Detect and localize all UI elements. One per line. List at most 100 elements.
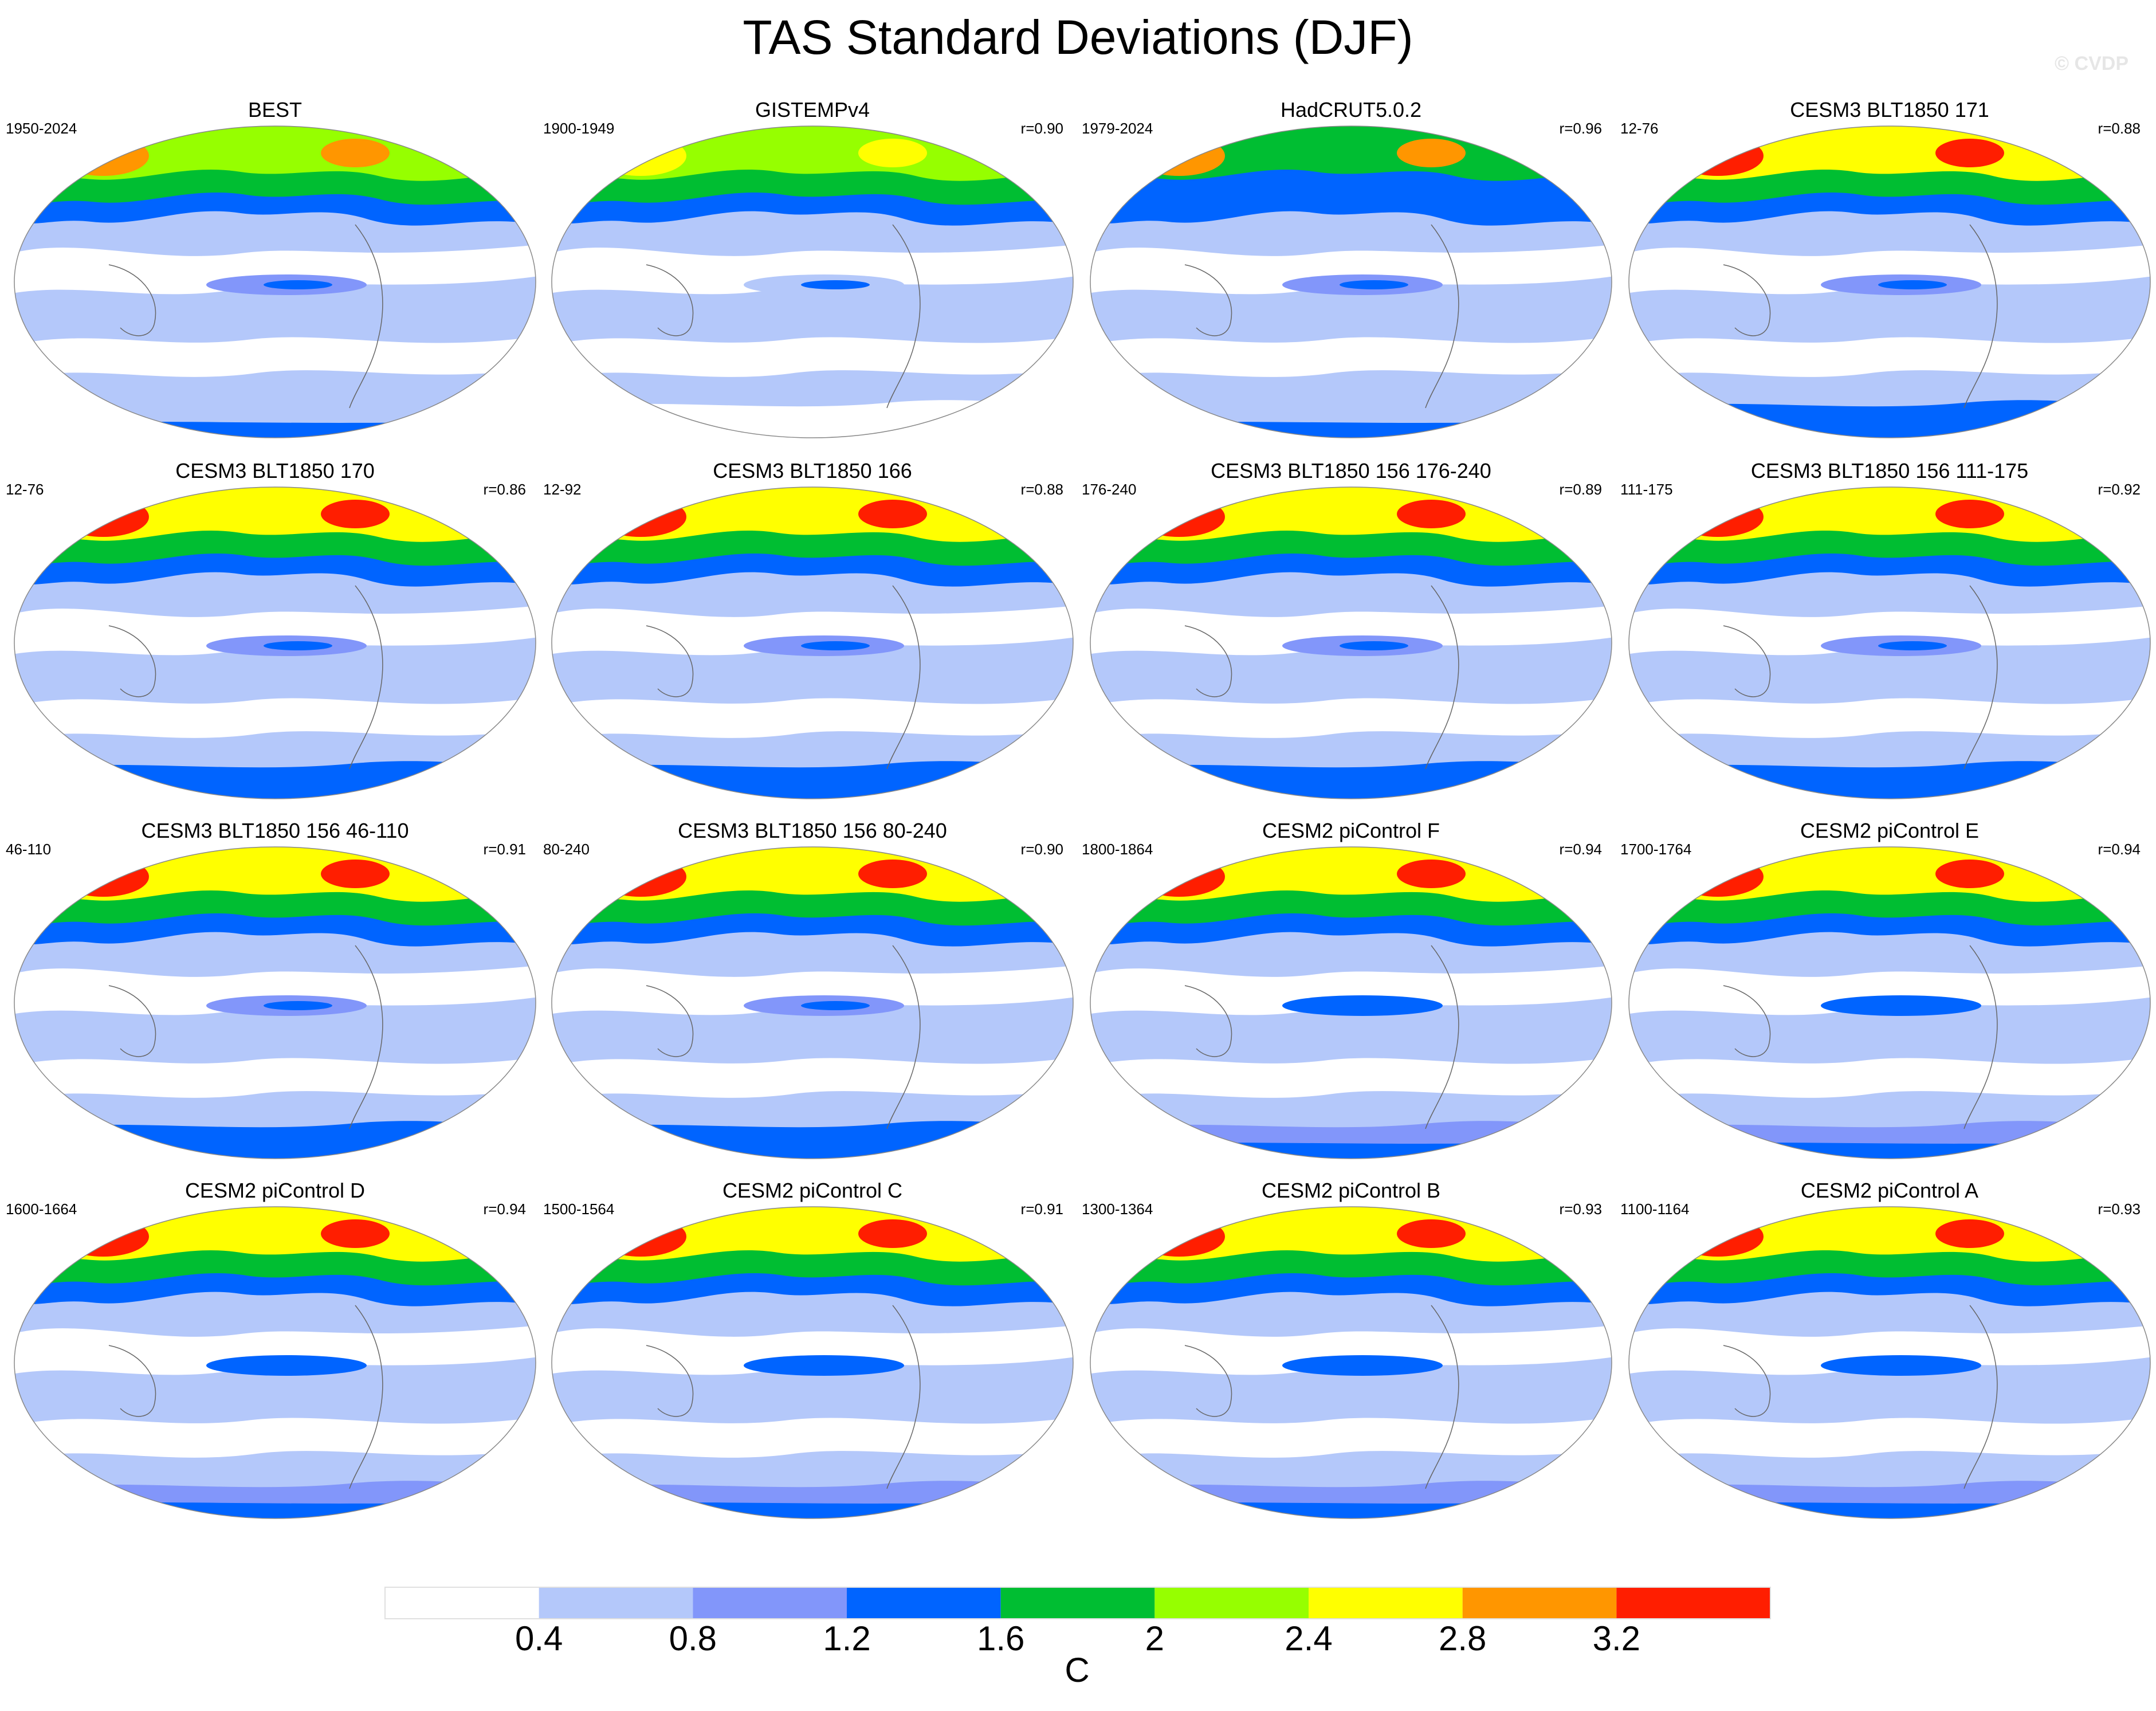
world-map-contour xyxy=(1628,486,2151,799)
map-panel: CESM3 BLT1850 156 176-240 176-240 r=0.89 xyxy=(1082,458,1620,825)
panel-correlation: r=0.90 xyxy=(1020,120,1063,137)
map-panel: HadCRUT5.0.2 1979-2024 r=0.96 xyxy=(1082,97,1620,464)
panel-title: CESM3 BLT1850 156 111-175 xyxy=(1750,459,2029,482)
colorbar-tick-label: 0.8 xyxy=(669,1619,717,1658)
colorbar-unit-label: C xyxy=(1065,1651,1090,1689)
world-map-contour xyxy=(1628,846,2151,1159)
colorbar-swatch xyxy=(1309,1587,1463,1619)
world-map-contour xyxy=(14,846,536,1159)
panel-period: 111-175 xyxy=(1620,481,1673,498)
panel-period: 1100-1164 xyxy=(1620,1200,1690,1218)
colorbar-swatch xyxy=(847,1587,1001,1619)
panel-title: CESM2 piControl B xyxy=(1261,1179,1441,1202)
world-map-contour xyxy=(1090,486,1612,799)
map-panel: CESM3 BLT1850 156 46-110 46-110 r=0.91 xyxy=(6,818,544,1185)
panel-correlation: r=0.94 xyxy=(1559,841,1602,858)
panel-correlation: r=0.94 xyxy=(483,1200,526,1218)
panel-correlation: r=0.91 xyxy=(483,841,526,858)
panel-title: GISTEMPv4 xyxy=(755,98,870,121)
world-map-contour xyxy=(14,486,536,799)
panel-period: 1300-1364 xyxy=(1082,1200,1153,1218)
map-panel: CESM3 BLT1850 170 12-76 r=0.86 xyxy=(6,458,544,825)
panel-period: 12-92 xyxy=(543,481,582,498)
panel-title: CESM3 BLT1850 170 xyxy=(175,459,375,482)
panel-correlation: r=0.91 xyxy=(1020,1200,1063,1218)
panel-correlation: r=0.93 xyxy=(1559,1200,1602,1218)
panel-period: 1600-1664 xyxy=(6,1200,77,1218)
panel-title: CESM2 piControl A xyxy=(1800,1179,1979,1202)
world-map-contour xyxy=(551,125,1074,438)
panel-period: 1700-1764 xyxy=(1620,841,1692,858)
panel-title: CESM2 piControl D xyxy=(184,1179,366,1202)
colorbar-tick-label: 2 xyxy=(1145,1619,1164,1658)
panel-correlation: r=0.86 xyxy=(483,481,526,498)
colorbar-swatch xyxy=(539,1587,693,1619)
panel-title: CESM2 piControl F xyxy=(1262,819,1440,842)
map-panel: CESM2 piControl E 1700-1764 r=0.94 xyxy=(1620,818,2156,1185)
colorbar-swatch xyxy=(1000,1587,1155,1619)
panel-title: CESM3 BLT1850 171 xyxy=(1790,98,1989,121)
map-panel: CESM2 piControl A 1100-1164 r=0.93 xyxy=(1620,1178,2156,1545)
map-panel: CESM2 piControl D 1600-1664 r=0.94 xyxy=(6,1178,544,1545)
panel-correlation: r=0.96 xyxy=(1559,120,1602,137)
map-panel: CESM3 BLT1850 171 12-76 r=0.88 xyxy=(1620,97,2156,464)
world-map-contour xyxy=(1628,1206,2151,1519)
panel-title: CESM3 BLT1850 156 46-110 xyxy=(141,819,409,842)
copyright-label: © CVDP xyxy=(2055,53,2128,74)
panel-period: 12-76 xyxy=(1620,120,1659,137)
page-title: TAS Standard Deviations (DJF) xyxy=(743,10,1413,64)
map-panel: CESM2 piControl B 1300-1364 r=0.93 xyxy=(1082,1178,1620,1545)
world-map-contour xyxy=(1090,125,1612,438)
world-map-contour xyxy=(14,125,536,438)
map-panel: CESM2 piControl C 1500-1564 r=0.91 xyxy=(543,1178,1082,1545)
world-map-contour xyxy=(551,846,1074,1159)
colorbar-tick-label: 2.4 xyxy=(1285,1619,1332,1658)
world-map-contour xyxy=(551,1206,1074,1519)
panel-period: 1800-1864 xyxy=(1082,841,1153,858)
colorbar-tick-label: 3.2 xyxy=(1593,1619,1640,1658)
panel-title: CESM3 BLT1850 166 xyxy=(713,459,912,482)
panel-correlation: r=0.88 xyxy=(1020,481,1063,498)
panel-correlation: r=0.90 xyxy=(1020,841,1063,858)
panel-period: 1900-1949 xyxy=(543,120,615,137)
map-panel: CESM3 BLT1850 166 12-92 r=0.88 xyxy=(543,458,1082,825)
panel-period: 46-110 xyxy=(6,841,52,858)
map-panel: CESM3 BLT1850 156 111-175 111-175 r=0.92 xyxy=(1620,458,2156,825)
panel-correlation: r=0.94 xyxy=(2098,841,2141,858)
map-panel: BEST 1950-2024 xyxy=(6,97,544,464)
panel-correlation: r=0.92 xyxy=(2098,481,2141,498)
panel-correlation: r=0.89 xyxy=(1559,481,1602,498)
colorbar-swatch xyxy=(693,1587,847,1619)
colorbar-swatch xyxy=(1462,1587,1617,1619)
map-panel: CESM3 BLT1850 156 80-240 80-240 r=0.90 xyxy=(543,818,1082,1185)
panel-period: 176-240 xyxy=(1082,481,1137,498)
panel-title: CESM3 BLT1850 156 176-240 xyxy=(1211,459,1491,482)
colorbar-legend: 0.4 0.8 1.2 1.6 2 2.4 2.8 3.2 xyxy=(384,1587,1771,1658)
world-map-contour xyxy=(1090,1206,1612,1519)
colorbar-swatch xyxy=(1154,1587,1309,1619)
colorbar-tick-label: 2.8 xyxy=(1439,1619,1486,1658)
panel-period: 1950-2024 xyxy=(6,120,77,137)
world-map-contour xyxy=(14,1206,536,1519)
panel-title: BEST xyxy=(248,98,303,121)
colorbar-swatch xyxy=(1616,1587,1770,1619)
panel-title: HadCRUT5.0.2 xyxy=(1280,98,1422,121)
world-map-contour xyxy=(1090,846,1612,1159)
panel-correlation: r=0.93 xyxy=(2098,1200,2141,1218)
panel-title: CESM2 piControl C xyxy=(722,1179,903,1202)
panel-period: 12-76 xyxy=(6,481,44,498)
panel-period: 80-240 xyxy=(543,841,590,858)
world-map-contour xyxy=(551,486,1074,799)
colorbar-tick-label: 0.4 xyxy=(515,1619,563,1658)
map-panel: CESM2 piControl F 1800-1864 r=0.94 xyxy=(1082,818,1620,1185)
world-map-contour xyxy=(1628,125,2151,438)
colorbar-tick-label: 1.2 xyxy=(823,1619,870,1658)
panel-title: CESM2 piControl E xyxy=(1800,819,1980,842)
colorbar-tick-label: 1.6 xyxy=(977,1619,1024,1658)
panel-correlation: r=0.88 xyxy=(2098,120,2141,137)
panel-title: CESM3 BLT1850 156 80-240 xyxy=(678,819,947,842)
panel-period: 1979-2024 xyxy=(1082,120,1153,137)
colorbar-swatch xyxy=(385,1587,539,1619)
panel-period: 1500-1564 xyxy=(543,1200,615,1218)
map-panel: GISTEMPv4 1900-1949 r=0.90 xyxy=(543,97,1082,464)
